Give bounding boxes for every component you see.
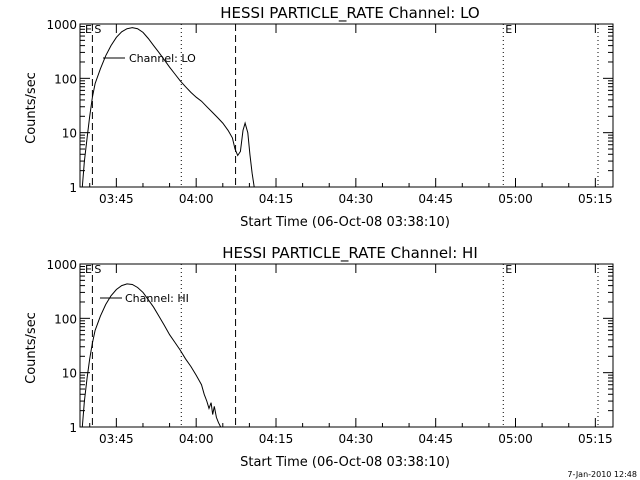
y-tick-label-lo-0: 1 — [69, 181, 77, 195]
title-hi: HESSI PARTICLE_RATE Channel: HI — [222, 244, 478, 263]
y-ticks-lo: 1 10 100 1000 — [46, 18, 613, 195]
title-lo: HESSI PARTICLE_RATE Channel: LO — [220, 4, 479, 23]
series-line-lo — [81, 27, 255, 188]
x-tick-label-hi-1: 04:00 — [179, 432, 214, 446]
x-tick-label-lo-6: 05:15 — [578, 192, 613, 206]
x-tick-label-hi-6: 05:15 — [578, 432, 613, 446]
x-ticks-hi: 03:45 04:00 04:15 04:30 04:45 05:00 05:15 — [89, 264, 613, 446]
x-ticks-lo: 03:45 04:00 04:15 04:30 04:45 05:00 05:15 — [89, 24, 613, 206]
x-tick-label-lo-4: 04:45 — [418, 192, 453, 206]
ylabel-hi: Counts/sec — [24, 312, 39, 384]
panel-lo: HESSI PARTICLE_RATE Channel: LO Counts/s… — [24, 4, 614, 230]
vline-label-hi-0: S — [94, 263, 101, 276]
xlabel-lo: Start Time (06-Oct-08 03:38:10) — [240, 215, 450, 230]
x-tick-label-hi-2: 04:15 — [259, 432, 294, 446]
legend-text-lo: Channel: LO — [129, 52, 196, 65]
ylabel-lo: Counts/sec — [24, 72, 39, 144]
vline-label-lo-3: E — [505, 23, 512, 36]
xlabel-hi: Start Time (06-Oct-08 03:38:10) — [240, 455, 450, 470]
y-tick-label-lo-3: 1000 — [46, 18, 77, 32]
plot-frame-lo — [79, 23, 614, 188]
y-tick-label-hi-3: 1000 — [46, 258, 77, 272]
x-tick-label-hi-0: 03:45 — [99, 432, 134, 446]
legend-text-hi: Channel: HI — [125, 292, 189, 305]
x-tick-label-lo-1: 04:00 — [179, 192, 214, 206]
x-tick-label-lo-2: 04:15 — [259, 192, 294, 206]
vline-label-hi-3: E — [505, 263, 512, 276]
edge-label-hi: E — [85, 263, 92, 276]
timestamp-label: 7-Jan-2010 12:48 — [567, 470, 637, 479]
y-tick-label-hi-2: 100 — [54, 312, 77, 326]
panel-hi: HESSI PARTICLE_RATE Channel: HI Counts/s… — [24, 244, 614, 470]
series-line-hi — [81, 283, 222, 428]
x-tick-label-hi-4: 04:45 — [418, 432, 453, 446]
x-tick-label-lo-0: 03:45 — [99, 192, 134, 206]
vline-label-lo-0: S — [94, 23, 101, 36]
x-tick-label-hi-5: 05:00 — [498, 432, 533, 446]
y-tick-label-hi-1: 10 — [62, 367, 77, 381]
x-tick-label-lo-5: 05:00 — [498, 192, 533, 206]
edge-label-lo: E — [85, 23, 92, 36]
y-tick-label-lo-1: 10 — [62, 127, 77, 141]
x-tick-label-hi-3: 04:30 — [339, 432, 374, 446]
plot-frame-hi — [79, 263, 614, 428]
x-tick-label-lo-3: 04:30 — [339, 192, 374, 206]
y-tick-label-lo-2: 100 — [54, 72, 77, 86]
y-tick-label-hi-0: 1 — [69, 421, 77, 435]
y-ticks-hi: 1 10 100 1000 — [46, 258, 613, 435]
